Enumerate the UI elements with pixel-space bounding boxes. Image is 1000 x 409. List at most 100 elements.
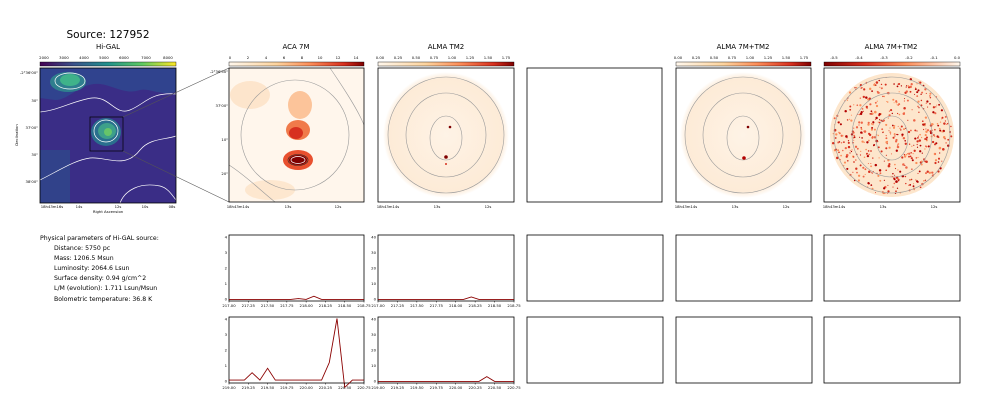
spectrum-row1-aca-ytick-label: 2 <box>225 265 228 270</box>
spectrum-row2-tm2-xtick-label: 220.50 <box>488 385 502 390</box>
noise-speck <box>885 147 888 150</box>
empty-spectrum-panel <box>526 234 664 302</box>
spectrum-row1-tm2-xtick-label: 217.00 <box>371 303 385 308</box>
noise-speck <box>905 153 908 156</box>
combo1-contours <box>684 76 802 194</box>
combo1-title: ALMA 7M+TM2 <box>717 43 770 51</box>
noise-speck <box>837 149 840 152</box>
svg-text:10": 10" <box>221 137 228 142</box>
noise-speck <box>943 122 946 125</box>
svg-text:1.50: 1.50 <box>484 55 493 60</box>
spectrum-row1-aca-line <box>229 295 364 300</box>
noise-speck <box>865 105 868 109</box>
higal-title: Hi-GAL <box>96 43 120 51</box>
noise-speck <box>904 142 907 145</box>
svg-text:12s: 12s <box>115 204 122 209</box>
spectrum-row2-tm2-xtick-label: 220.00 <box>449 385 463 390</box>
noise-speck <box>926 129 930 132</box>
noise-speck <box>878 157 880 159</box>
noise-speck <box>940 109 944 112</box>
noise-speck <box>885 169 887 171</box>
spectrum-row1-tm2-ytick-label: 0 <box>374 296 377 301</box>
noise-speck <box>914 93 916 95</box>
spectrum-row2-aca-xtick-label: 220.25 <box>319 385 333 390</box>
empty-spectrum-panel <box>526 316 664 384</box>
svg-text:0.50: 0.50 <box>710 55 719 60</box>
spectrum-row2-aca-xtick-label: 219.50 <box>261 385 275 390</box>
noise-speck <box>917 172 919 174</box>
noise-speck <box>941 118 943 120</box>
noise-speck <box>856 171 858 174</box>
noise-speck <box>925 128 927 130</box>
noise-speck <box>869 103 872 106</box>
noise-speck <box>917 100 920 103</box>
aca-colorbar <box>228 61 365 67</box>
noise-speck <box>868 139 870 142</box>
tm2-colorbar-ticks: 0.00 0.25 0.50 0.75 1.00 1.25 1.50 1.75 <box>376 55 511 60</box>
info-lm: L/M (evolution): 1.711 Lsun/Msun <box>54 285 158 293</box>
noise-speck <box>918 81 920 83</box>
noise-speck <box>897 178 899 180</box>
noise-speck <box>861 140 864 143</box>
noise-speck <box>894 140 898 143</box>
noise-speck <box>863 156 866 159</box>
noise-speck <box>890 153 893 155</box>
noise-speck <box>885 137 888 140</box>
spectrum-row1-tm2-frame <box>377 234 515 302</box>
noise-speck <box>924 148 926 150</box>
noise-speck <box>874 118 876 121</box>
higal-colorbar-ticks: 2000 3000 4000 5000 6000 7000 8000 <box>39 55 173 60</box>
noise-speck <box>887 184 889 186</box>
svg-text:13s: 13s <box>434 204 441 209</box>
noise-speck <box>919 150 922 153</box>
noise-speck <box>937 170 940 173</box>
noise-speck <box>892 186 894 188</box>
spectrum-row1-aca-xtick-label: 218.75 <box>357 303 371 308</box>
spectrum-row1-tm2-xtick-label: 218.25 <box>468 303 482 308</box>
spectrum-row1-tm2: 217.00 217.25 217.50 217.75 218.00 218.25 218.… <box>371 234 521 308</box>
svg-text:3000: 3000 <box>59 55 69 60</box>
noise-speck <box>855 86 858 89</box>
noise-speck <box>929 95 931 97</box>
svg-text:8: 8 <box>301 55 304 60</box>
noise-speck <box>896 104 898 106</box>
noise-speck <box>855 159 857 161</box>
svg-text:-0.5: -0.5 <box>830 55 838 60</box>
noise-speck <box>918 170 921 173</box>
noise-speck <box>944 115 947 118</box>
noise-speck <box>846 119 849 121</box>
noise-speck <box>860 131 863 134</box>
noise-speck <box>941 116 944 119</box>
noise-speck <box>910 157 913 160</box>
noise-speck <box>937 124 940 127</box>
noise-speck <box>883 179 886 181</box>
noise-speck <box>882 95 884 98</box>
noise-speck <box>909 183 912 186</box>
noise-speck <box>900 125 903 128</box>
noise-speck <box>921 120 924 123</box>
noise-speck <box>924 138 927 140</box>
noise-speck <box>838 141 841 143</box>
spectrum-row1-aca-xtick-label: 217.50 <box>261 303 275 308</box>
noise-speck <box>858 121 861 124</box>
noise-speck <box>903 128 905 131</box>
noise-speck <box>866 141 869 144</box>
noise-speck <box>916 146 919 148</box>
svg-text:12s: 12s <box>783 204 790 209</box>
noise-speck <box>871 112 874 115</box>
noise-speck <box>946 123 949 125</box>
noise-speck <box>857 179 861 182</box>
noise-speck <box>849 108 852 111</box>
svg-text:18h43m14s: 18h43m14s <box>675 204 698 209</box>
noise-speck <box>888 163 891 166</box>
noise-speck <box>845 135 848 138</box>
noise-speck <box>924 179 926 181</box>
noise-speck <box>842 141 845 144</box>
noise-speck <box>905 86 907 88</box>
aca-x-ticks: 18h43m14s 13s 12s <box>227 204 342 209</box>
noise-speck <box>848 91 852 94</box>
combo2-title: ALMA 7M+TM2 <box>865 43 918 51</box>
noise-speck <box>859 104 862 107</box>
noise-speck <box>892 126 896 129</box>
noise-speck <box>942 148 945 151</box>
